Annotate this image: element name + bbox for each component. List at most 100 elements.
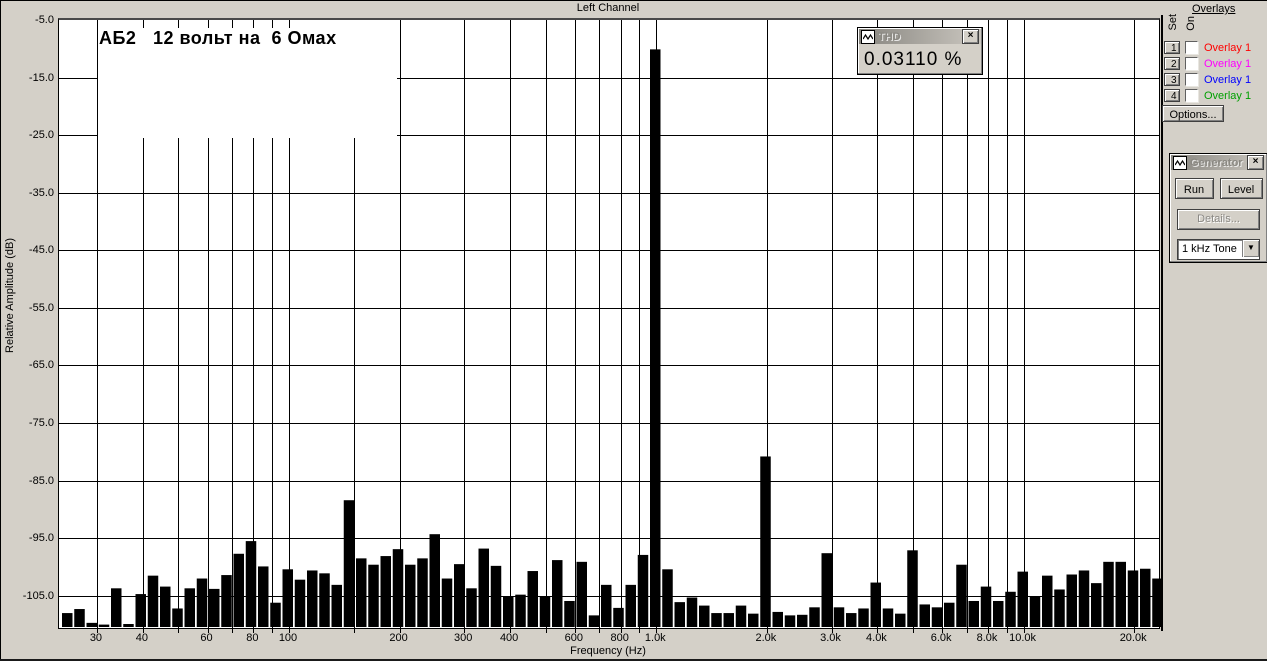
overlay-rows: 1 Overlay 1 2 Overlay 1 3 Overlay 1 4 Overlay 1 [1164, 40, 1251, 104]
overlay-row: 1 Overlay 1 [1164, 40, 1251, 55]
overlay-on-checkbox-4[interactable] [1185, 89, 1198, 102]
spectrum-bar [245, 541, 257, 627]
spectrum-bar [515, 594, 526, 627]
chevron-down-icon[interactable]: ▼ [1242, 240, 1259, 257]
spectrum-bar [331, 584, 342, 627]
spectrum-bar [539, 596, 551, 627]
signal-select[interactable]: 1 kHz Tone ▼ [1177, 239, 1260, 260]
spectrum-bar [527, 571, 538, 627]
spectrum-bar [319, 573, 330, 627]
spectrum-bar [870, 582, 881, 627]
spectrum-bar [1017, 571, 1028, 627]
spectrum-bar [405, 564, 416, 627]
x-axis-tick-label: 30 [89, 632, 103, 644]
spectrum-bar [784, 615, 796, 627]
details-button[interactable]: Details... [1177, 209, 1260, 230]
y-axis-tick-label: -25.0 [28, 129, 54, 142]
x-axis-tick-label: 400 [499, 632, 519, 644]
x-axis-tick-label: 20.0k [1119, 632, 1147, 644]
window-bottom-border [0, 659, 1267, 661]
spectrum-bar [846, 613, 857, 627]
thd-title-bar[interactable]: THD × [859, 29, 981, 44]
spectrum-bar [221, 575, 232, 627]
y-axis-tick-label: -35.0 [28, 186, 54, 199]
spectrum-bar [209, 588, 220, 627]
spectrum-bar [1042, 575, 1053, 627]
overlay-on-checkbox-2[interactable] [1185, 57, 1198, 70]
overlay-set-button-4[interactable]: 4 [1164, 89, 1180, 102]
spectrum-bar [588, 615, 600, 627]
spectrum-bar [233, 553, 244, 627]
overlay-label: Overlay 1 [1204, 41, 1252, 54]
spectrum-bar [343, 500, 355, 627]
overlays-link[interactable]: Overlays [1192, 3, 1236, 15]
spectrum-bar [809, 607, 820, 627]
spectrum-plot: АБ2 12 вольт на 6 Омах [58, 18, 1163, 633]
y-axis-tick-label: -45.0 [28, 244, 54, 257]
overlay-row: 4 Overlay 1 [1164, 88, 1251, 103]
spectrum-bar [98, 624, 110, 627]
spectrum-bar [392, 549, 404, 627]
spectrum-bar [674, 602, 685, 627]
level-button[interactable]: Level [1219, 178, 1263, 199]
generator-window[interactable]: Generator × Run Level Details... 1 kHz T… [1169, 153, 1267, 263]
spectrum-bar [931, 607, 943, 627]
on-column-header: On [1185, 16, 1197, 31]
x-axis-tick-label: 300 [454, 632, 473, 644]
x-axis-tick-label: 100 [278, 632, 298, 644]
spectrum-bar [307, 570, 318, 627]
spectrum-grid [59, 20, 1163, 633]
x-axis-tick-label: 40 [135, 632, 148, 644]
spectrum-bar [1127, 570, 1139, 627]
y-axis-tick-label: -65.0 [28, 359, 54, 372]
x-axis-title: Frequency (Hz) [570, 645, 646, 657]
x-axis-tick-label: 1.0k [644, 632, 666, 644]
set-column-header: Set [1167, 14, 1179, 31]
spectrum-bar [882, 608, 894, 627]
spectrum-bar [1005, 591, 1016, 627]
spectrum-bar [1115, 561, 1126, 627]
y-axis-tick-label: -95.0 [28, 532, 54, 545]
close-icon[interactable]: × [1247, 155, 1264, 170]
spectrum-bar [821, 553, 832, 627]
spectrum-bar [429, 534, 440, 627]
spectrum-bar [662, 569, 673, 627]
spectrum-bar [1140, 568, 1151, 627]
x-axis-tick-label: 60 [200, 632, 213, 644]
spectrum-bar [601, 584, 612, 627]
spectrum-bar [650, 49, 661, 628]
run-button[interactable]: Run [1174, 178, 1214, 199]
overlay-set-button-3[interactable]: 3 [1164, 73, 1180, 86]
spectrum-bar [760, 456, 771, 627]
thd-window[interactable]: THD × 0.03110 % [857, 27, 983, 75]
spectrum-bar [1054, 589, 1065, 627]
overlay-set-button-1[interactable]: 1 [1164, 41, 1180, 54]
x-axis-tick-label: 6.0k [930, 632, 952, 644]
spectrum-bar [748, 613, 759, 627]
spectrum-bar [980, 586, 992, 627]
spectrum-bar [147, 575, 159, 627]
overlay-on-checkbox-3[interactable] [1185, 73, 1198, 86]
x-axis-tick-label: 4.0k [866, 632, 887, 644]
spectrum-bar [564, 600, 575, 627]
spectrum-bar [478, 548, 489, 627]
spectrum-bar [711, 613, 722, 627]
x-axis-tick-label: 600 [564, 632, 583, 644]
close-icon[interactable]: × [962, 29, 979, 44]
overlay-row: 3 Overlay 1 [1164, 72, 1251, 87]
spectrum-bar [1066, 574, 1077, 627]
spectrum-bar [968, 600, 979, 627]
spectrum-bar [184, 588, 195, 627]
overlay-on-checkbox-1[interactable] [1185, 41, 1198, 54]
spectrum-bar [858, 608, 869, 627]
spectrum-bar [258, 566, 269, 627]
options-button[interactable]: Options... [1162, 105, 1224, 122]
y-axis-tick-label: -85.0 [28, 474, 54, 487]
overlay-set-button-2[interactable]: 2 [1164, 57, 1180, 70]
spectrum-bar [833, 607, 845, 627]
spectrum-bar [907, 550, 918, 627]
spectrum-bar [1103, 561, 1114, 627]
generator-title-bar[interactable]: Generator × [1171, 155, 1266, 170]
spectrum-bar [270, 602, 281, 627]
spectrum-bar [625, 584, 636, 627]
